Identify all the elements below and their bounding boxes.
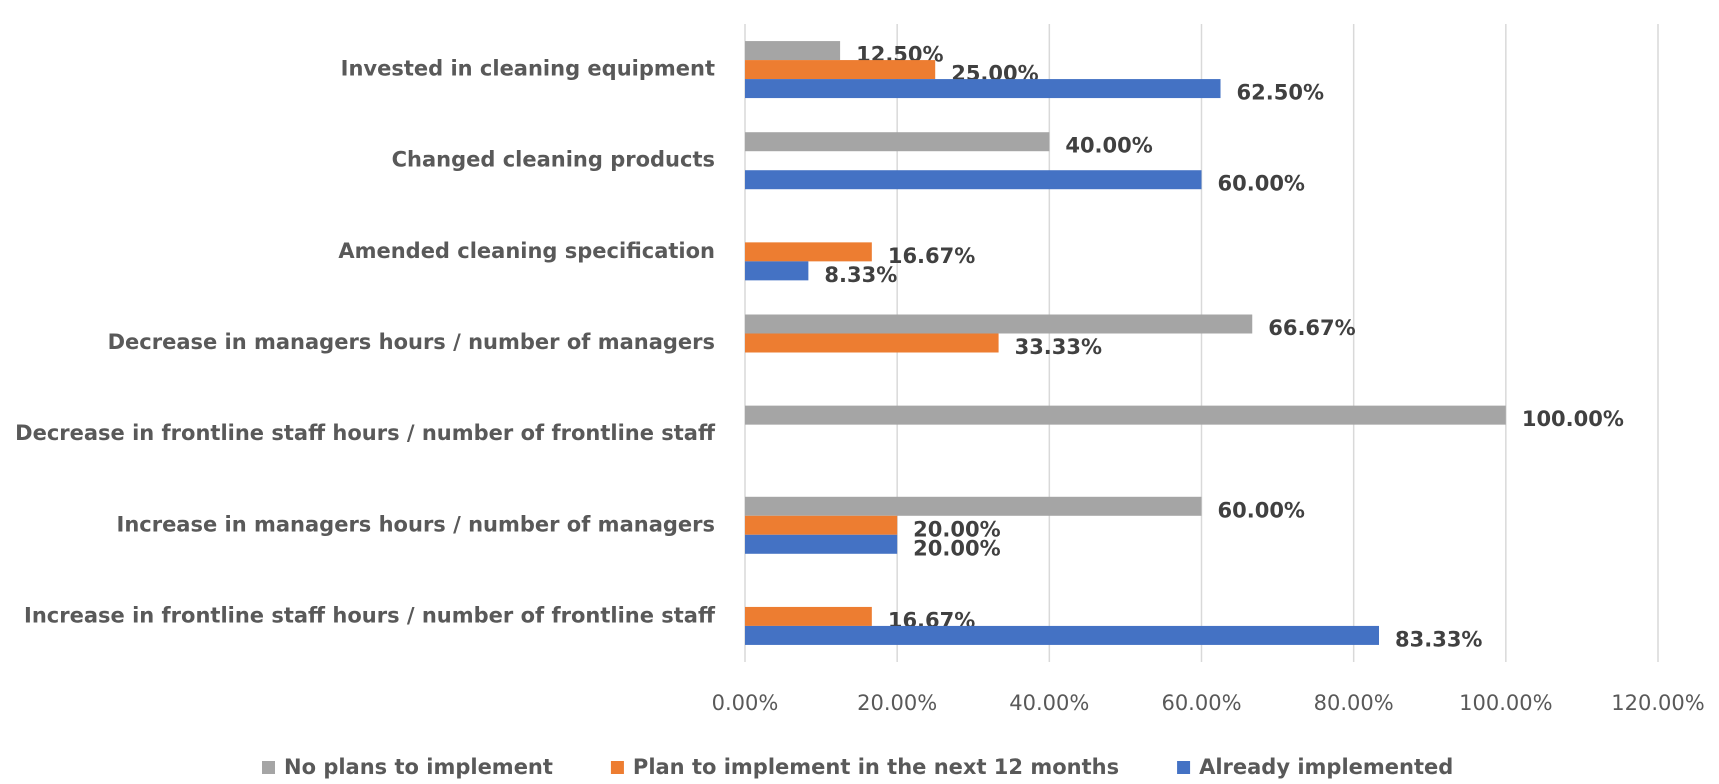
bar (745, 41, 841, 61)
data-label: 33.33% (1015, 335, 1102, 359)
data-label: 100.00% (1522, 407, 1624, 431)
bar (745, 534, 898, 554)
bar (745, 405, 1506, 425)
bar (745, 79, 1221, 99)
category-label: Increase in managers hours / number of m… (117, 512, 716, 536)
category-label: Decrease in managers hours / number of m… (108, 330, 715, 354)
bar (745, 261, 809, 281)
x-tick-label: 80.00% (1314, 691, 1394, 715)
bar (745, 333, 999, 353)
bar (745, 132, 1050, 152)
legend-label: Plan to implement in the next 12 months (633, 755, 1119, 779)
category-label: Invested in cleaning equipment (341, 57, 715, 81)
data-label: 40.00% (1065, 134, 1152, 158)
bar (745, 314, 1253, 334)
legend-swatch (1177, 761, 1191, 774)
x-tick-label: 0.00% (712, 691, 779, 715)
bar (745, 60, 936, 80)
bar (745, 242, 872, 262)
x-tick-label: 120.00% (1611, 691, 1704, 715)
data-label: 16.67% (888, 244, 975, 268)
legend-label: Already implemented (1199, 755, 1453, 779)
data-label: 66.67% (1268, 316, 1355, 340)
x-tick-label: 100.00% (1459, 691, 1552, 715)
legend-swatch (262, 761, 275, 774)
data-label: 83.33% (1395, 627, 1482, 651)
bar (745, 496, 1202, 516)
bar (745, 515, 898, 535)
data-label: 60.00% (1218, 172, 1305, 196)
legend-swatch (610, 761, 624, 774)
category-label: Amended cleaning specification (338, 239, 715, 263)
category-label: Changed cleaning products (392, 148, 715, 172)
x-tick-label: 20.00% (857, 691, 937, 715)
x-tick-label: 40.00% (1009, 691, 1089, 715)
data-label: 20.00% (913, 536, 1000, 560)
data-label: 20.00% (913, 517, 1000, 541)
data-label: 62.50% (1237, 81, 1324, 105)
legend-label: No plans to implement (284, 755, 553, 779)
category-label: Increase in frontline staff hours / numb… (24, 603, 716, 627)
category-label: Decrease in frontline staff hours / numb… (15, 421, 716, 445)
bar (745, 606, 872, 626)
bar (745, 625, 1380, 645)
x-tick-label: 60.00% (1161, 691, 1241, 715)
bar (745, 170, 1202, 190)
data-label: 60.00% (1218, 498, 1305, 522)
data-label: 8.33% (824, 263, 897, 287)
